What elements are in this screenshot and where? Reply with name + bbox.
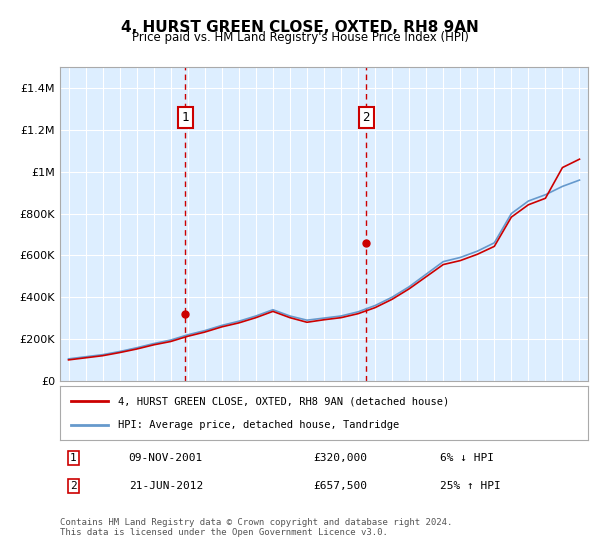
Text: Contains HM Land Registry data © Crown copyright and database right 2024.
This d: Contains HM Land Registry data © Crown c… [60, 518, 452, 538]
Text: 4, HURST GREEN CLOSE, OXTED, RH8 9AN: 4, HURST GREEN CLOSE, OXTED, RH8 9AN [121, 20, 479, 35]
Text: 21-JUN-2012: 21-JUN-2012 [128, 481, 203, 491]
Text: 2: 2 [70, 481, 77, 491]
Text: £320,000: £320,000 [313, 453, 367, 463]
Text: Price paid vs. HM Land Registry's House Price Index (HPI): Price paid vs. HM Land Registry's House … [131, 31, 469, 44]
Text: 25% ↑ HPI: 25% ↑ HPI [440, 481, 501, 491]
Text: 4, HURST GREEN CLOSE, OXTED, RH8 9AN (detached house): 4, HURST GREEN CLOSE, OXTED, RH8 9AN (de… [118, 396, 449, 407]
Text: 6% ↓ HPI: 6% ↓ HPI [440, 453, 494, 463]
Text: 09-NOV-2001: 09-NOV-2001 [128, 453, 203, 463]
Text: £657,500: £657,500 [313, 481, 367, 491]
Text: 1: 1 [182, 111, 189, 124]
Text: 2: 2 [362, 111, 370, 124]
Text: HPI: Average price, detached house, Tandridge: HPI: Average price, detached house, Tand… [118, 419, 400, 430]
Text: 1: 1 [70, 453, 77, 463]
